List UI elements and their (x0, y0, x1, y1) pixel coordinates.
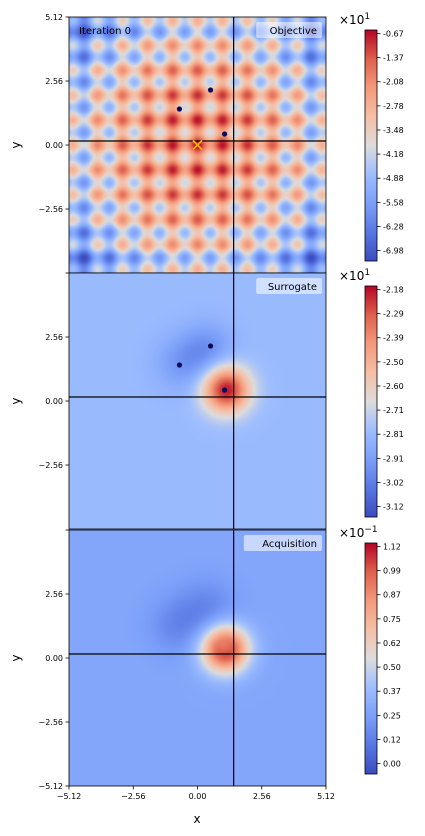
colorbar-tick-label: -2.91 (383, 454, 404, 463)
panels: Objective Iteration 0 y 5.12 2.56 0.00 −2.56 -0… (9, 12, 404, 801)
title-box (256, 22, 322, 38)
sample-point (222, 387, 228, 393)
colorbar-tick-label: -5.58 (383, 198, 404, 207)
colorbar-gradient (364, 542, 378, 775)
colorbar-tick-label: -2.39 (383, 334, 404, 343)
x-tick-label: 5.12 (317, 792, 335, 801)
colorbar-tick-label: 0.12 (383, 735, 401, 744)
colorbar-tick-label: 0.50 (383, 663, 401, 672)
title-box (256, 278, 322, 294)
x-tick-label: −2.56 (121, 792, 146, 801)
y-tick-label: −2.56 (38, 205, 63, 214)
colorbar-tick-label: 0.62 (383, 639, 401, 648)
colorbar-tick-label: 0.87 (383, 591, 401, 600)
y-tick-label: 5.12 (45, 13, 63, 22)
colorbar-tick-label: 0.37 (383, 687, 401, 696)
panel-title: Surrogate (268, 282, 317, 293)
title-box (243, 535, 322, 551)
colorbar-gradient (364, 285, 378, 518)
colorbar-tick-label: -2.50 (383, 358, 404, 367)
iteration-label: Iteration 0 (79, 26, 131, 37)
x-tick-label: 2.56 (253, 792, 271, 801)
y-tick-label: −2.56 (38, 718, 63, 727)
colorbar-tick-label: -6.98 (383, 247, 404, 256)
colorbar-scale: ×101 (339, 12, 370, 27)
x-tick-label: 0.00 (189, 792, 207, 801)
heatmap-image (69, 530, 326, 786)
y-tick-label: 2.56 (45, 333, 63, 342)
sample-point (207, 87, 214, 93)
colorbar: 1.12 0.99 0.87 0.75 0.62 0.50 0.37 0.25 0.12 0.00… (339, 525, 401, 775)
colorbar-gradient (364, 29, 378, 262)
colorbar-scale: ×10−1 (339, 525, 378, 540)
colorbar-tick-label: -2.60 (383, 382, 404, 391)
colorbar-tick-label: 0.25 (383, 711, 401, 720)
panel-title: Acquisition (262, 539, 317, 550)
colorbar-tick-label: 1.12 (383, 542, 401, 551)
colorbar-tick-label: -2.81 (383, 430, 404, 439)
panel-surrogate: Surrogatey2.560.00−2.56-2.18-2.29-2.39-2… (9, 268, 404, 530)
sample-point (207, 343, 214, 349)
y-tick-label: 2.56 (45, 77, 63, 86)
x-tick-label: −5.12 (57, 792, 82, 801)
y-tick-label: 0.00 (45, 654, 63, 663)
y-tick-label: 0.00 (45, 397, 63, 406)
y-tick-label: −5.12 (38, 782, 63, 791)
colorbar-tick-label: -3.48 (383, 126, 404, 135)
colorbar-tick-label: -2.18 (383, 285, 404, 294)
colorbar-tick-label: 0.99 (383, 567, 401, 576)
panel-objective: Objective Iteration 0 y 5.12 2.56 0.00 −2.56 -0… (9, 12, 404, 274)
y-axis-label: y (9, 654, 23, 661)
colorbar-tick-label: -0.67 (383, 29, 404, 38)
sample-point (176, 362, 183, 368)
colorbar-tick-label: -4.18 (383, 150, 404, 159)
colorbar-tick-label: -6.28 (383, 222, 404, 231)
heatmap-image (69, 273, 326, 529)
colorbar-scale: ×101 (339, 268, 370, 283)
colorbar-tick-label: -2.71 (383, 406, 404, 415)
colorbar: -2.18 -2.29 -2.39 -2.50 -2.60 -2.71 -2.81 -2.91… (339, 268, 404, 518)
colorbar-tick-label: -4.88 (383, 174, 404, 183)
y-tick-label: 0.00 (45, 141, 63, 150)
panel-title: Objective (270, 26, 317, 37)
colorbar-tick-label: -2.78 (383, 102, 404, 111)
colorbar-tick-label: 0.00 (383, 760, 401, 769)
colorbar-tick-label: -2.08 (383, 78, 404, 87)
best-marker (192, 139, 203, 151)
y-axis-label: y (9, 141, 23, 148)
panel-acquisition: Acquisition y 2.56 0.00 −2.56 −5.12−5.12 −2.56… (9, 525, 401, 801)
colorbar-tick-label: 0.75 (383, 615, 401, 624)
x-axis-label: x (193, 812, 200, 826)
colorbar-tick-label: -3.12 (383, 503, 404, 512)
y-tick-label: 2.56 (45, 590, 63, 599)
colorbar-tick-label: -3.02 (383, 478, 404, 487)
colorbar-tick-label: -2.29 (383, 310, 404, 319)
y-tick-label: −2.56 (38, 461, 63, 470)
y-axis-label: y (9, 397, 23, 404)
sample-point (176, 106, 183, 112)
colorbar-tick-label: -1.37 (383, 54, 404, 63)
colorbar: -0.67 -1.37 -2.08 -2.78 -3.48 -4.18 -4.88 -5.58… (339, 12, 404, 262)
sample-point (222, 131, 228, 137)
